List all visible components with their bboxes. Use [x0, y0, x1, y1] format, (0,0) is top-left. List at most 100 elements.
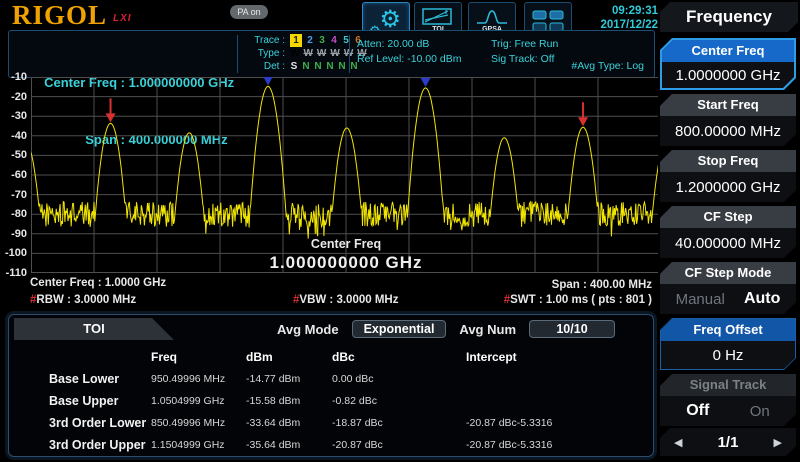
trace-numbers-item: 1	[290, 34, 302, 47]
spectrum-plot	[31, 77, 661, 273]
center-freq-annotation-value: 1.000000000 GHz	[269, 253, 423, 272]
softkey-value: 800.00000 MHz	[675, 122, 781, 140]
sidebar-button-signal-track[interactable]: Signal Track Off On	[660, 374, 796, 426]
result-row-label: 3rd Order Upper	[49, 438, 146, 452]
det-row-label: Det :	[263, 61, 285, 72]
type-row-label: Type :	[257, 48, 285, 59]
result-value: -14.77 dBm	[246, 373, 301, 385]
amplitude-settings: Atten: 20.00 dB Ref Level: -10.00 dBm	[357, 37, 461, 67]
toggle-option-on[interactable]: On	[749, 402, 770, 420]
rbw-hash: #	[30, 294, 37, 306]
trace-row-label: Trace :	[254, 35, 285, 46]
trace-numbers-item: 4	[331, 35, 337, 46]
result-value: 850.49996 MHz	[151, 417, 226, 429]
trigger-settings: Trig: Free Run Sig Track: Off	[491, 37, 558, 67]
result-value: 1.0504999 GHz	[151, 395, 225, 407]
divider	[349, 35, 350, 73]
result-value: -0.82 dBc	[332, 395, 377, 407]
softkey-value: Manual Auto	[660, 284, 796, 314]
softkey-value: 40.000000 MHz	[675, 234, 781, 252]
sidebar-button-start-freq[interactable]: Start Freq 800.00000 MHz	[660, 94, 796, 146]
windows-grid-icon	[532, 10, 564, 32]
sidebar-button-stop-freq[interactable]: Stop Freq 1.2000000 GHz	[660, 150, 796, 202]
column-header: dBm	[246, 350, 273, 364]
softkey-label: Center Freq	[662, 40, 794, 62]
trace-numbers-item: 5	[343, 35, 349, 46]
toi-chart-icon	[422, 8, 452, 25]
sidebar-title: Frequency	[660, 2, 798, 32]
result-value: -18.87 dBc	[332, 417, 383, 429]
status-swt: #SWT : 1.00 ms ( pts : 801 )	[503, 294, 652, 306]
softkey-label: Freq Offset	[661, 319, 795, 341]
page-next-icon[interactable]: ▶	[773, 436, 782, 449]
y-tick-label: -50	[11, 149, 27, 162]
status-span: Span : 400.00 MHz	[551, 279, 652, 291]
page-indicator: 1/1	[717, 433, 739, 451]
softkey-label: CF Step Mode	[660, 262, 796, 284]
softkey-value: 1.0000000 GHz	[675, 66, 781, 84]
y-tick-label: -40	[11, 129, 27, 142]
pa-on-button[interactable]: PA on	[230, 5, 268, 19]
result-value: -35.64 dBm	[246, 439, 301, 451]
time-display: 09:29:31	[611, 5, 658, 17]
column-header: Intercept	[466, 350, 517, 364]
avg-mode-button[interactable]: Exponential	[351, 320, 447, 338]
toi-icon-label: TOI	[432, 26, 444, 34]
y-tick-label: -90	[11, 227, 27, 240]
measurement-info-panel: Center Freq : 1.000000000 GHz Span : 400…	[8, 30, 655, 147]
toggle-option-auto[interactable]: Auto	[743, 290, 781, 307]
date-display: 2017/12/22	[600, 19, 658, 31]
det-values-item: N	[326, 61, 334, 72]
y-tick-label: -110	[5, 267, 27, 279]
softkey-sidebar: Frequency Center Freq 1.0000000 GHz Start …	[658, 0, 800, 462]
toggle-option-manual[interactable]: Manual	[675, 290, 725, 308]
avg-type-value: #Avg Type: Log	[571, 60, 644, 72]
y-tick-label: -10	[11, 71, 27, 83]
det-values-item: N	[338, 61, 346, 72]
gpsa-icon-label: GPSA	[482, 26, 502, 34]
result-value: -20.87 dBc-5.3316	[466, 439, 553, 451]
sidebar-button-center-freq[interactable]: Center Freq 1.0000000 GHz	[660, 38, 796, 90]
status-vbw: #VBW : 3.0000 MHz	[293, 294, 399, 306]
avg-num-button[interactable]: 10/10	[529, 320, 615, 338]
clock: 09:29:31 2017/12/22	[580, 4, 658, 32]
sidebar-button-freq-offset[interactable]: Freq Offset 0 Hz	[660, 318, 796, 370]
det-values-item: N	[350, 61, 358, 72]
type-values-item: W	[330, 48, 340, 59]
sidebar-buttons: Center Freq 1.0000000 GHz Start Freq 800.00…	[660, 38, 796, 426]
atten-value: Atten: 20.00 dB	[357, 38, 430, 50]
ref-level-value: Ref Level: -10.00 dBm	[357, 53, 462, 65]
sidebar-button-cf-step[interactable]: CF Step 40.000000 MHz	[660, 206, 796, 258]
result-value: 950.49996 MHz	[151, 373, 226, 385]
result-value: -20.87 dBc-5.3316	[466, 417, 553, 429]
softkey-value: Off On	[660, 396, 796, 426]
softkey-label: CF Step	[660, 206, 796, 228]
column-header: dBc	[332, 350, 355, 364]
result-value: 1.1504999 GHz	[151, 439, 225, 451]
y-tick-label: -60	[11, 169, 27, 181]
type-values-item: W	[303, 48, 313, 59]
sidebar-button-cf-step-mode[interactable]: CF Step Mode Manual Auto	[660, 262, 796, 314]
y-tick-label: -80	[11, 208, 27, 221]
swt-hash: #	[503, 294, 511, 306]
results-table: Freq dBm dBc Intercept Base Lower 950.49996 M…	[49, 346, 643, 456]
status-center-freq: Center Freq : 1.0000 GHz	[30, 277, 167, 289]
y-tick-label: -30	[11, 110, 27, 123]
trace-numbers-item: 6	[355, 35, 361, 46]
status-rbw: #RBW : 3.0000 MHz	[30, 294, 137, 306]
type-values-item: W	[290, 48, 300, 59]
toi-results-panel: TOI Avg Mode Exponential Avg Num 10/10 F…	[8, 314, 654, 457]
type-values: WWWWWW	[290, 47, 367, 60]
divider	[237, 35, 238, 73]
toggle-option-off[interactable]: Off	[686, 402, 710, 419]
softkey-value: 1.2000000 GHz	[675, 178, 781, 196]
result-row-label: 3rd Order Lower	[49, 416, 147, 430]
result-row-label: Base Lower	[49, 372, 120, 386]
rigol-logo: RIGOL	[12, 0, 108, 30]
sidebar-pagination[interactable]: ◀ 1/1 ▶	[660, 428, 796, 456]
type-values-item: W	[357, 48, 367, 59]
toi-tab[interactable]: TOI	[14, 318, 174, 340]
page-prev-icon[interactable]: ◀	[674, 436, 683, 449]
